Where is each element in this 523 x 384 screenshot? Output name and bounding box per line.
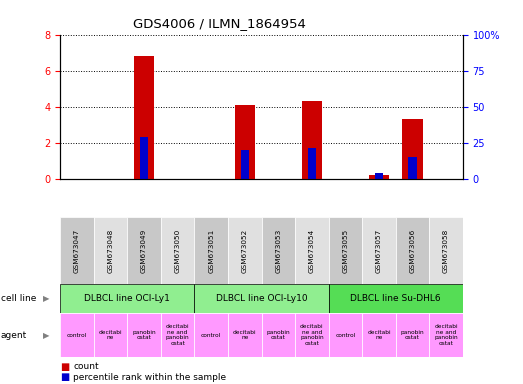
Bar (60, 313, 94, 357)
Text: GDS4006 / ILMN_1864954: GDS4006 / ILMN_1864954 (133, 17, 306, 30)
Text: percentile rank within the sample: percentile rank within the sample (73, 372, 226, 382)
Bar (396, 313, 429, 357)
Text: panobin
ostat: panobin ostat (132, 329, 156, 341)
Bar (140, 137, 148, 179)
Text: GSM673049: GSM673049 (141, 228, 147, 273)
Bar (408, 157, 417, 179)
Bar (262, 313, 295, 357)
Bar (328, 217, 362, 284)
Bar (228, 313, 262, 357)
Text: DLBCL line Su-DHL6: DLBCL line Su-DHL6 (350, 294, 441, 303)
Text: ▶: ▶ (43, 331, 49, 339)
Text: control: control (67, 333, 87, 338)
Text: GSM673047: GSM673047 (74, 228, 80, 273)
Text: GSM673054: GSM673054 (309, 228, 315, 273)
Text: panobin
ostat: panobin ostat (266, 329, 290, 341)
Text: decitabi
ne and
panobin
ostat: decitabi ne and panobin ostat (166, 324, 189, 346)
Text: decitabi
ne and
panobin
ostat: decitabi ne and panobin ostat (434, 324, 458, 346)
Text: DLBCL line OCI-Ly10: DLBCL line OCI-Ly10 (215, 294, 308, 303)
Text: GSM673058: GSM673058 (443, 228, 449, 273)
Text: control: control (201, 333, 221, 338)
Text: GSM673052: GSM673052 (242, 228, 248, 273)
Bar (161, 313, 195, 357)
Text: DLBCL line OCI-Ly1: DLBCL line OCI-Ly1 (84, 294, 170, 303)
Bar (302, 101, 322, 179)
Text: GSM673051: GSM673051 (208, 228, 214, 273)
Bar (94, 217, 127, 284)
Bar (362, 313, 396, 357)
Bar (308, 148, 316, 179)
Bar (369, 175, 389, 179)
Bar (375, 173, 383, 179)
Text: cell line: cell line (1, 294, 36, 303)
Bar (195, 217, 228, 284)
Text: agent: agent (1, 331, 27, 339)
Bar (328, 284, 463, 313)
Text: GSM673048: GSM673048 (108, 228, 113, 273)
Bar (328, 313, 362, 357)
Text: ▶: ▶ (43, 294, 49, 303)
Bar (295, 313, 328, 357)
Bar (127, 313, 161, 357)
Text: panobin
ostat: panobin ostat (401, 329, 424, 341)
Bar (396, 217, 429, 284)
Text: GSM673057: GSM673057 (376, 228, 382, 273)
Text: ■: ■ (60, 372, 70, 382)
Bar (161, 217, 195, 284)
Bar (241, 150, 249, 179)
Text: decitabi
ne: decitabi ne (367, 329, 391, 341)
Text: GSM673056: GSM673056 (410, 228, 415, 273)
Bar (60, 217, 94, 284)
Bar (134, 56, 154, 179)
Bar (403, 119, 423, 179)
Bar (94, 313, 127, 357)
Text: count: count (73, 362, 99, 371)
Text: GSM673050: GSM673050 (175, 228, 180, 273)
Bar (127, 217, 161, 284)
Bar (195, 284, 328, 313)
Text: decitabi
ne: decitabi ne (99, 329, 122, 341)
Bar (60, 284, 195, 313)
Text: GSM673053: GSM673053 (275, 228, 281, 273)
Bar (195, 313, 228, 357)
Text: GSM673055: GSM673055 (343, 228, 348, 273)
Text: control: control (335, 333, 356, 338)
Bar (262, 217, 295, 284)
Text: decitabi
ne: decitabi ne (233, 329, 257, 341)
Bar (228, 217, 262, 284)
Bar (295, 217, 328, 284)
Text: ■: ■ (60, 362, 70, 372)
Bar (362, 217, 396, 284)
Bar (429, 313, 463, 357)
Bar (235, 105, 255, 179)
Text: decitabi
ne and
panobin
ostat: decitabi ne and panobin ostat (300, 324, 324, 346)
Bar (429, 217, 463, 284)
